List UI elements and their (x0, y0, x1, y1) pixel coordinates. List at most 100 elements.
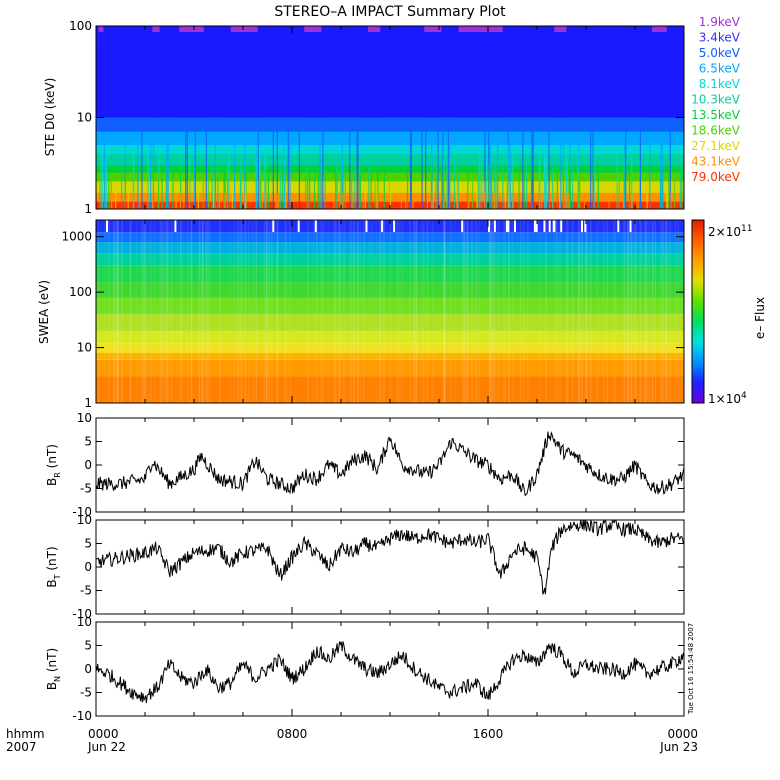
swea-texture-column (475, 220, 477, 403)
swea-gap (533, 220, 536, 232)
swea-texture-column (219, 220, 221, 403)
swea-texture-column (453, 220, 456, 403)
swea-y-label: SWEA (eV) (37, 280, 51, 344)
swea-texture-column (198, 220, 201, 403)
ste-texture-column (508, 181, 510, 209)
ste-texture-column (405, 192, 407, 209)
swea-texture-column (113, 220, 115, 403)
swea-texture-column (379, 220, 381, 403)
swea-texture-column (578, 220, 580, 403)
swea-texture-column (201, 220, 204, 403)
ste-texture-column (406, 165, 409, 209)
ste-texture-column (383, 201, 385, 209)
swea-texture-column (503, 220, 505, 403)
ste-texture-column (430, 153, 432, 209)
swea-texture-column (97, 220, 100, 403)
ste-texture-column (518, 165, 520, 209)
ste-texture-column (493, 192, 495, 209)
swea-texture-column (631, 220, 633, 403)
ste-texture-column (245, 181, 247, 209)
ste-texture-column (618, 172, 620, 209)
ste-texture-column (569, 165, 571, 209)
ste-texture-column (320, 153, 322, 209)
ste-texture-column (565, 145, 567, 209)
swea-texture-column (504, 220, 506, 403)
ste-texture-column (526, 153, 528, 209)
swea-texture-column (443, 220, 446, 403)
swea-texture-column (338, 220, 340, 403)
swea-texture-column (669, 220, 671, 403)
ste-top-burst (367, 26, 381, 32)
swea-texture-column (205, 220, 208, 403)
swea-texture-column (371, 220, 373, 403)
ste-texture-column (172, 165, 174, 209)
ste-texture-column (552, 153, 554, 209)
swea-texture-column (141, 220, 143, 403)
ste-texture-column (623, 153, 625, 209)
ste-texture-column (509, 131, 511, 209)
swea-texture-column (229, 220, 231, 403)
bn-y-axis: 10 5 0 -5 -10 (72, 615, 684, 723)
swea-energy-band (96, 265, 684, 283)
ste-texture-column (522, 117, 524, 209)
ste-texture-column (214, 131, 216, 209)
br-y-tick-label: 5 (84, 435, 92, 449)
ste-texture-column (284, 145, 286, 209)
ste-texture-column (286, 192, 288, 209)
ste-texture-column (103, 131, 105, 209)
swea-gap (581, 220, 583, 232)
swea-gap (552, 220, 555, 232)
ste-legend-item: 18.6keV (691, 124, 741, 138)
swea-texture-column (623, 220, 625, 403)
ste-texture-column (322, 117, 324, 209)
swea-gap (507, 220, 510, 232)
swea-texture-column (640, 220, 642, 403)
ste-texture-column (479, 145, 481, 209)
swea-y-axis: 1 10 100 1000 (61, 230, 684, 410)
swea-texture-column (379, 220, 381, 403)
ste-y-label: STE D0 (keV) (43, 78, 57, 157)
ste-texture-column (167, 131, 169, 209)
ste-texture-column (262, 192, 264, 209)
swea-texture-column (153, 220, 155, 403)
swea-texture-column (651, 220, 654, 403)
swea-panel: 1 10 100 1000 SWEA (eV) (37, 219, 685, 410)
swea-texture-column (627, 220, 629, 403)
swea-texture-column (511, 220, 514, 403)
br-frame (95, 417, 685, 513)
ste-top-burst (458, 26, 503, 32)
ste-texture-column (484, 192, 486, 209)
ste-texture-column (276, 192, 278, 209)
swea-energy-band (96, 253, 684, 266)
ste-texture-column (520, 192, 522, 209)
swea-y-tick-label: 1000 (61, 230, 92, 244)
ste-texture-column (339, 192, 341, 209)
ste-texture-column (257, 117, 259, 209)
ste-texture-column (468, 192, 470, 209)
swea-energy-band (96, 359, 684, 377)
swea-texture-column (643, 220, 646, 403)
ste-texture-column (110, 172, 112, 209)
swea-energy-band (96, 352, 684, 360)
ste-texture-column (152, 192, 154, 209)
br-y-tick-label: -10 (72, 505, 92, 519)
swea-texture-column (168, 220, 170, 403)
ste-texture-column (265, 145, 267, 209)
ste-texture-column (489, 131, 491, 209)
ste-texture-column (443, 172, 445, 209)
ste-texture-column (467, 165, 469, 209)
swea-texture-column (624, 220, 626, 403)
swea-texture-column (578, 220, 580, 403)
swea-texture-column (462, 220, 464, 403)
ste-texture-column (442, 117, 444, 209)
swea-y-tick-label: 10 (77, 341, 92, 355)
bn-y-tick-label: 10 (77, 615, 92, 629)
swea-heatmap (96, 220, 684, 403)
swea-texture-column (606, 220, 608, 403)
ste-texture-column (105, 145, 107, 209)
swea-texture-column (115, 220, 118, 403)
ste-texture-column (669, 117, 671, 209)
ste-texture-column (628, 165, 631, 209)
ste-spike-bursts (98, 26, 668, 118)
